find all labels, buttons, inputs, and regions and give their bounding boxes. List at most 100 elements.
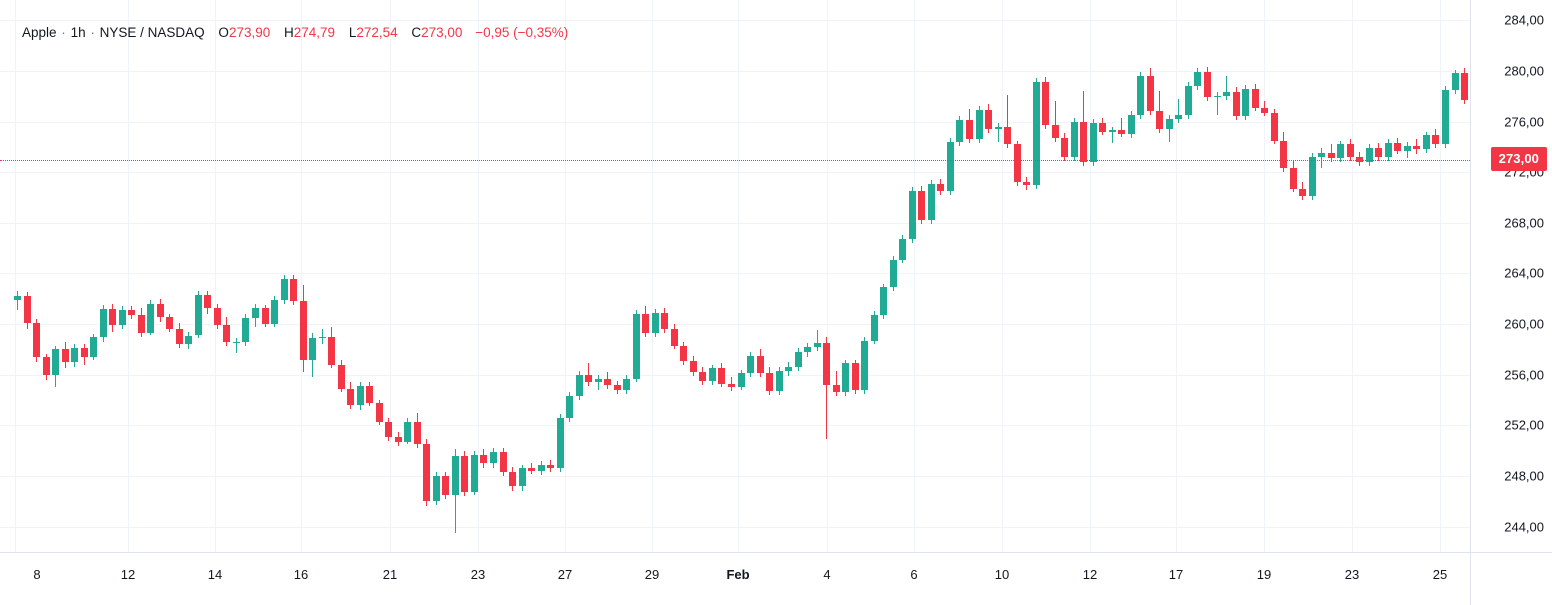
- candle-wick: [588, 363, 590, 387]
- candle-body: [309, 338, 317, 360]
- price-axis-tick: 252,00: [1504, 417, 1544, 433]
- candle-body: [642, 313, 650, 333]
- price-axis[interactable]: 284,00 280,00 276,00 272,00 268,00 264,00 260,…: [1470, 0, 1552, 552]
- grid-line-vertical: [652, 0, 653, 552]
- time-axis-tick: 6: [910, 567, 918, 582]
- grid-line-horizontal: [0, 324, 1470, 325]
- candle-body: [33, 322, 41, 358]
- time-axis-tick: 23: [470, 567, 486, 582]
- candle-body: [61, 349, 69, 363]
- candle-body: [23, 296, 31, 323]
- candle-body: [699, 372, 707, 382]
- candle-body: [223, 325, 231, 342]
- candle-body: [813, 343, 821, 347]
- grid-line-vertical: [1440, 0, 1441, 552]
- candle-body: [461, 455, 469, 493]
- candle-body: [1127, 115, 1135, 135]
- grid-line-vertical: [1090, 0, 1091, 552]
- candle-body: [194, 294, 202, 336]
- candle-body: [547, 464, 555, 469]
- candle-wick: [1111, 126, 1113, 144]
- candle-body: [1327, 153, 1335, 159]
- candle-body: [861, 340, 869, 390]
- candle-body: [52, 349, 60, 375]
- candle-body: [1432, 135, 1440, 145]
- time-axis-tick: 23: [1344, 567, 1360, 582]
- candle-body: [375, 402, 383, 422]
- candle-body: [1204, 72, 1211, 98]
- candle-body: [1042, 82, 1050, 126]
- time-axis-tick: 17: [1168, 567, 1184, 582]
- candle-body: [1280, 140, 1288, 169]
- candle-body: [804, 346, 812, 352]
- grid-line-vertical: [565, 0, 566, 552]
- time-axis-tick: 19: [1256, 567, 1272, 582]
- candle-body: [1061, 138, 1069, 157]
- candle-body: [718, 368, 726, 384]
- chart-plot-area[interactable]: [0, 0, 1470, 552]
- candle-body: [985, 110, 993, 130]
- candle-body: [661, 312, 669, 330]
- grid-line-horizontal: [0, 71, 1470, 72]
- candle-body: [1232, 92, 1240, 117]
- grid-line-vertical: [215, 0, 216, 552]
- candle-wick: [1054, 101, 1056, 142]
- candle-body: [966, 120, 973, 140]
- candle-body: [1023, 182, 1031, 185]
- candle-body: [594, 378, 602, 383]
- candle-body: [385, 421, 393, 437]
- candle-wick: [597, 374, 599, 390]
- candle-body: [756, 355, 764, 374]
- grid-line-horizontal: [0, 223, 1470, 224]
- candle-body: [1051, 125, 1059, 138]
- candle-body: [356, 386, 364, 406]
- price-axis-tick: 276,00: [1504, 114, 1544, 130]
- candle-body: [994, 126, 1002, 130]
- candle-body: [90, 336, 98, 358]
- candle-wick: [835, 370, 837, 397]
- time-axis[interactable]: 8 12 14 16 21 23 27 29 Feb 4 6 10 12 17 19 23 25: [0, 552, 1552, 605]
- candle-body: [908, 191, 916, 240]
- time-axis-tick: 29: [644, 567, 660, 582]
- candle-body: [1375, 148, 1383, 157]
- candle-body: [518, 468, 526, 487]
- candle-body: [432, 476, 440, 502]
- candle-body: [1184, 86, 1192, 116]
- grid-line-vertical: [1176, 0, 1177, 552]
- candle-body: [794, 351, 802, 368]
- candle-body: [889, 259, 897, 288]
- candle-body: [128, 310, 136, 316]
- candle-body: [166, 316, 174, 330]
- candle-body: [118, 310, 126, 326]
- candle-body: [1032, 82, 1040, 185]
- candle-body: [956, 120, 964, 142]
- candle-body: [1194, 72, 1202, 87]
- candle-body: [1318, 153, 1326, 157]
- candle-body: [252, 307, 259, 318]
- price-axis-tick: 280,00: [1504, 63, 1544, 79]
- candle-body: [537, 464, 545, 471]
- candle-body: [651, 312, 659, 333]
- grid-line-horizontal: [0, 172, 1470, 173]
- candle-body: [1004, 126, 1012, 145]
- candle-wick: [1121, 117, 1123, 137]
- candle-body: [1070, 121, 1078, 157]
- grid-line-vertical: [827, 0, 828, 552]
- candle-body: [318, 336, 326, 339]
- grid-line-vertical: [914, 0, 915, 552]
- grid-line-horizontal: [0, 273, 1470, 274]
- candle-body: [604, 378, 612, 385]
- candle-body: [766, 373, 774, 392]
- grid-line-vertical: [1264, 0, 1265, 552]
- current-price-badge[interactable]: 273,00: [1490, 146, 1547, 171]
- candle-body: [1308, 156, 1316, 197]
- candle-body: [366, 386, 374, 403]
- candle-body: [613, 384, 621, 390]
- time-axis-tick: 4: [823, 567, 831, 582]
- time-axis-tick: 12: [1082, 567, 1098, 582]
- candle-body: [689, 360, 697, 373]
- grid-line-vertical: [478, 0, 479, 552]
- grid-line-vertical: [390, 0, 391, 552]
- grid-line-vertical: [15, 0, 16, 552]
- candle-body: [585, 374, 593, 383]
